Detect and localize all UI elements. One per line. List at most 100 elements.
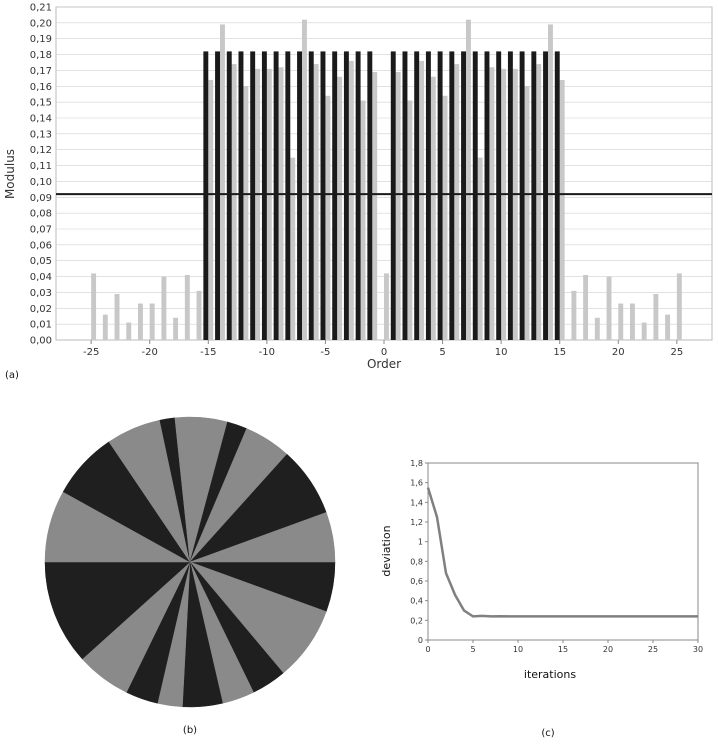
x-tick-label: -15 [200,347,216,358]
y-tick-label: 0,2 [410,616,423,625]
x-tick-label: 5 [470,645,475,654]
y-tick-labels-c: 0 0,2 0,4 0,6 0,8 1 1,2 1,4 1,6 1,8 [410,459,428,645]
bar-gray [466,19,471,340]
bar-gray [630,303,635,340]
bar-gray [571,290,577,340]
bar-gray [220,24,225,340]
y-tick-label: 0,17 [30,66,52,77]
bar-black [554,51,560,341]
bar-gray [348,60,354,341]
bar-gray [536,64,542,340]
bar-gray [302,19,307,340]
bar-black [484,51,490,341]
bar-gray [594,317,600,340]
bar-gray [665,314,671,340]
bar-chart-a: 0,00 0,01 0,02 0,03 0,04 0,05 0,06 0,07 0,08 0,09… [3,3,713,381]
y-tick-label: 1,6 [410,479,423,488]
bar-gray [559,79,565,340]
x-tick-label: 0 [425,645,430,654]
x-tick-label: 25 [670,347,683,358]
y-tick-label: 0,08 [30,209,52,220]
bar-gray [91,273,97,340]
bar-gray [442,95,448,340]
pie-slice [44,561,191,660]
y-tick-label: 0,15 [30,98,52,109]
y-tick-label: 0,00 [30,336,52,347]
plot-area-c [427,462,699,641]
bar-gray [653,294,659,340]
y-tick-label: 0,02 [30,304,52,315]
x-tick-label: -20 [142,347,158,358]
bar-black [437,51,443,341]
bar-black [250,51,256,341]
bar-gray [419,60,425,341]
series-black-bars [203,51,560,341]
bar-black [402,51,408,341]
bar-black [449,51,455,341]
bar-black [343,51,349,341]
deviation-line [426,487,698,618]
y-tick-label: 0,07 [30,225,52,236]
x-axis-label-c: iterations [524,668,576,681]
x-tick-label: 5 [439,347,445,358]
y-tick-label: 0,4 [410,597,423,606]
y-axis-label-c: deviation [380,525,393,576]
y-tick-label: 0,06 [30,240,52,251]
y-tick-label: 0,10 [30,177,52,188]
pie-chart-b: (b) [44,416,336,736]
bar-black [472,51,478,341]
bar-black [320,51,326,341]
bar-gray [278,67,284,340]
bar-gray [395,72,401,340]
panel-label-a: (a) [5,370,19,381]
bar-black [355,51,361,341]
bar-black [285,51,291,341]
y-tick-label: 0,20 [30,18,52,29]
bar-black [507,51,513,341]
bar-gray [384,273,389,340]
panel-label-c: (c) [541,728,554,739]
y-tick-label: 1 [418,538,423,547]
bar-gray [407,100,413,340]
x-tick-label: 25 [648,645,658,654]
y-tick-labels-a: 0,00 0,01 0,02 0,03 0,04 0,05 0,06 0,07 0,08 0,09… [30,3,52,347]
bar-gray [337,76,343,341]
bar-black [390,51,396,341]
bar-gray [489,67,495,340]
bar-black [461,51,466,341]
bar-black [332,51,338,341]
x-tick-labels-c: 0 5 10 15 20 25 30 [425,640,703,654]
y-tick-label: 0,01 [30,320,52,331]
x-tick-labels-a: -25 -20 -15 -10 -5 0 5 10 15 20 25 [83,340,683,358]
x-tick-label: 15 [553,347,566,358]
x-tick-label: 20 [612,347,625,358]
y-tick-label: 0,16 [30,82,52,93]
bar-black [496,51,502,341]
bar-gray [501,68,507,340]
bar-gray [149,303,155,340]
line-chart-c: 00,20,40,60,811,21,41,61,8 0 5 10 15 20 25 30 … [380,459,703,739]
bar-black [519,51,525,341]
x-tick-label: -10 [259,347,275,358]
y-tick-label: 0,13 [30,129,52,140]
x-axis-label-a: Order [367,357,401,371]
series-gray-bars [91,19,682,341]
y-axis-label-a: Modulus [3,149,17,199]
y-tick-label: 0,14 [30,114,52,125]
panel-label-b: (b) [183,725,197,736]
x-tick-label: -5 [320,347,330,358]
bar-gray [184,274,190,340]
bar-black [215,51,220,341]
bar-gray [430,76,436,341]
bar-gray [114,294,120,340]
bar-gray [512,68,518,340]
bar-gray [618,303,624,340]
bar-gray [641,322,647,340]
bar-gray [290,157,296,340]
bar-gray [477,157,483,340]
pie-slices [44,416,336,708]
bar-gray [126,322,132,340]
y-tick-label: 0,03 [30,288,52,299]
y-tick-label: 1,8 [410,459,423,468]
